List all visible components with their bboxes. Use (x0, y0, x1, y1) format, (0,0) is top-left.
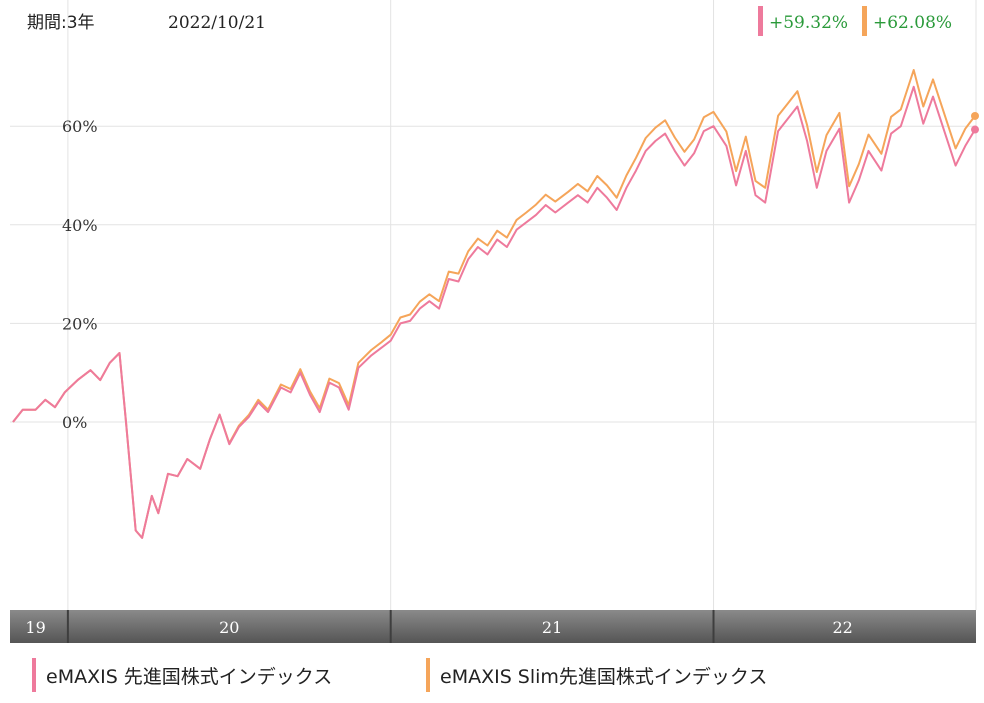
badge-value: +59.32% (769, 13, 848, 33)
series-line (12, 85, 976, 539)
end-markers (971, 111, 979, 134)
x-axis-ticks: 19 20 21 22 (25, 610, 853, 643)
x-tick-label: 22 (832, 618, 852, 637)
badge-swatch (758, 6, 763, 36)
badge-swatch (862, 6, 867, 36)
date-label: 2022/10/21 (168, 13, 266, 33)
series-end-marker (971, 125, 979, 134)
y-tick-label: 20% (62, 314, 98, 333)
period-label: 期間:3年 (27, 13, 95, 33)
legend-swatch (426, 658, 430, 692)
x-tick-label: 20 (219, 618, 239, 637)
y-tick-label: 60% (62, 117, 98, 136)
x-tick-label: 21 (542, 618, 562, 637)
series-layer (12, 69, 976, 539)
badge-value: +62.08% (873, 13, 952, 33)
legend-label: eMAXIS Slim先進国株式インデックス (440, 665, 768, 688)
y-axis-ticks: 0% 20% 40% 60% (62, 117, 98, 432)
legend-item-emaxis: eMAXIS 先進国株式インデックス (32, 658, 332, 692)
y-tick-label: 40% (62, 216, 98, 235)
x-axis-background (10, 610, 976, 643)
legend: eMAXIS 先進国株式インデックス eMAXIS Slim先進国株式インデック… (0, 654, 984, 694)
plot-area (10, 0, 976, 610)
x-axis-bar (10, 610, 976, 643)
badge-series-1: +59.32% (758, 6, 848, 36)
legend-label: eMAXIS 先進国株式インデックス (46, 665, 333, 688)
series-end-marker (971, 111, 979, 120)
legend-swatch (32, 658, 36, 692)
grid (10, 0, 977, 610)
line-chart: 0% 20% 40% 60% 期間:3年 2022/10/21 +59.32% +62… (10, 0, 979, 643)
y-tick-label: 0% (62, 413, 87, 432)
badge-series-2: +62.08% (862, 6, 952, 36)
legend-item-emaxis-slim: eMAXIS Slim先進国株式インデックス (426, 658, 767, 692)
x-tick-label: 19 (25, 618, 45, 637)
